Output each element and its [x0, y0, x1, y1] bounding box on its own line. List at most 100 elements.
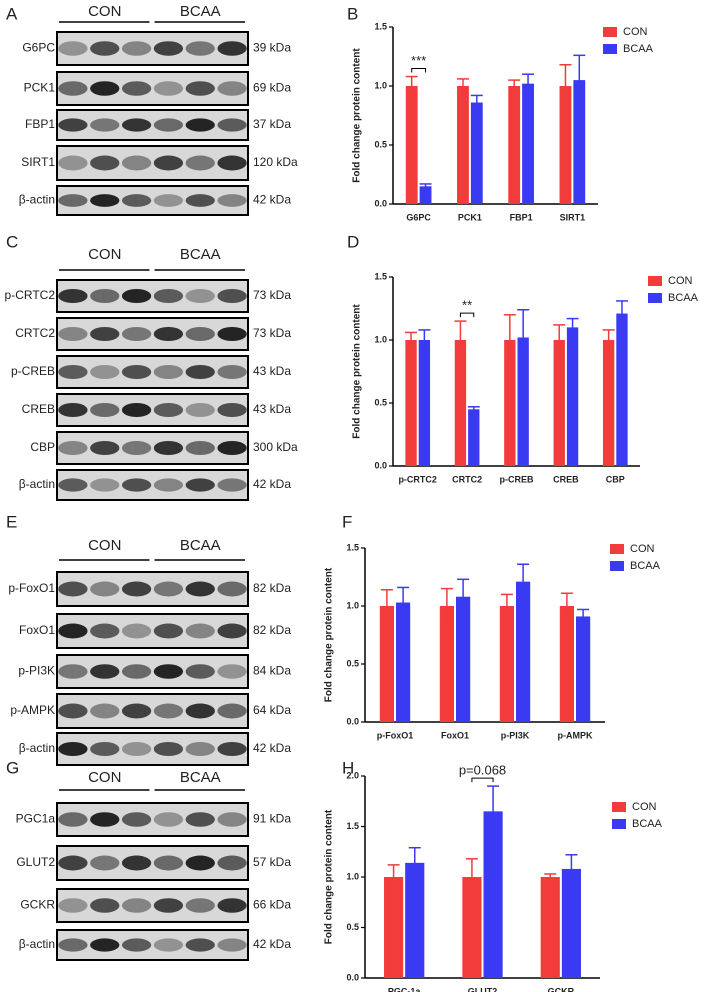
y-tick-label: 0.5 [374, 139, 387, 149]
group-label: BCAA [180, 769, 221, 786]
blot-band [58, 288, 88, 304]
bar [468, 409, 480, 466]
blot-band [153, 938, 184, 952]
blot-band [153, 478, 184, 492]
error-bar [503, 314, 516, 366]
error-bar [405, 331, 418, 348]
blot-band [90, 402, 120, 418]
x-tick-label: PCK1 [458, 212, 482, 222]
bar [470, 102, 483, 204]
bar [517, 337, 529, 466]
row-size: 42 kDa [253, 937, 291, 951]
blot-band [121, 194, 152, 207]
bar [405, 862, 425, 978]
error-bar [544, 873, 557, 881]
bar [573, 80, 586, 204]
error-bar [487, 785, 500, 837]
blot-band [217, 81, 247, 96]
error-bar [457, 578, 470, 615]
blot-band [90, 118, 120, 132]
bar [553, 340, 565, 466]
group-label: BCAA [180, 246, 221, 263]
blot-band [185, 440, 215, 456]
legend-label: BCAA [623, 43, 654, 55]
row-name: GLUT2 [16, 855, 55, 869]
blot-box [56, 317, 249, 351]
blot-band [58, 155, 88, 171]
blot-box [56, 71, 249, 106]
x-tick-label: PGC-1a [388, 986, 422, 992]
blot-band [121, 623, 152, 639]
panel-letter: D [347, 232, 359, 251]
blot-band [185, 402, 215, 418]
blot-band [90, 155, 120, 171]
blot-band [217, 664, 247, 679]
y-tick-label: 2.0 [346, 770, 359, 780]
significance-label: p=0.068 [459, 763, 506, 778]
row-name: CBP [30, 440, 55, 454]
blot-band [185, 664, 215, 679]
row-name: p-AMPK [10, 703, 55, 717]
blot-band [153, 364, 184, 380]
blot-band [90, 81, 120, 96]
blot-band [153, 855, 184, 871]
y-tick-label: 0.5 [346, 658, 359, 668]
blot-band [121, 41, 152, 56]
bar [602, 340, 615, 466]
y-axis-title: Fold change protein content [324, 809, 335, 944]
bar [499, 606, 514, 722]
blot-box [56, 654, 249, 689]
y-tick-label: 1.5 [374, 21, 387, 31]
group-label: BCAA [180, 537, 221, 554]
blot-box [56, 431, 249, 465]
y-tick-label: 0.0 [374, 198, 387, 208]
blot-band [153, 898, 184, 913]
group-label: CON [88, 537, 121, 554]
blot-band [90, 326, 120, 342]
error-bar [465, 858, 478, 896]
legend-swatch [603, 27, 617, 37]
y-tick-label: 1.0 [374, 80, 387, 90]
row-size: 42 kDa [253, 741, 291, 755]
bar [419, 186, 432, 204]
error-bar [440, 587, 453, 624]
error-bar [517, 309, 530, 366]
y-tick-label: 0.0 [346, 716, 359, 726]
error-bar [454, 320, 467, 359]
blot-box [56, 145, 249, 181]
blot-band [153, 326, 184, 342]
row-name: p-CREB [11, 364, 55, 378]
blot-band [90, 664, 120, 679]
legend-label: CON [630, 543, 655, 555]
error-bar [522, 73, 535, 94]
blot-box [56, 929, 249, 961]
error-bar [500, 593, 513, 618]
blot-band [185, 855, 215, 871]
error-bar [405, 75, 418, 96]
row-name: p-CRTC2 [5, 288, 56, 302]
bar [540, 877, 560, 978]
blot-band [121, 741, 152, 757]
error-bar [565, 854, 578, 884]
row-name: p-PI3K [18, 664, 55, 678]
bar [418, 340, 431, 466]
row-name: G6PC [22, 41, 55, 55]
blot-band [185, 898, 215, 913]
row-name: β-actin [19, 477, 55, 491]
blot-band [121, 703, 152, 719]
legend-swatch [612, 819, 626, 829]
blot-band [121, 440, 152, 456]
bar [405, 340, 417, 466]
legend-label: CON [668, 275, 693, 287]
blot-band [121, 855, 152, 871]
blot-band [121, 478, 152, 492]
blot-band [90, 581, 120, 597]
y-tick-label: 1.0 [346, 871, 359, 881]
panel-letter: F [342, 512, 352, 531]
x-tick-label: G6PC [406, 212, 431, 222]
x-tick-label: GLUT2 [468, 986, 498, 992]
blot-band [217, 326, 247, 342]
blot-band [153, 440, 184, 456]
bar [516, 581, 531, 722]
blot-band [185, 194, 215, 207]
